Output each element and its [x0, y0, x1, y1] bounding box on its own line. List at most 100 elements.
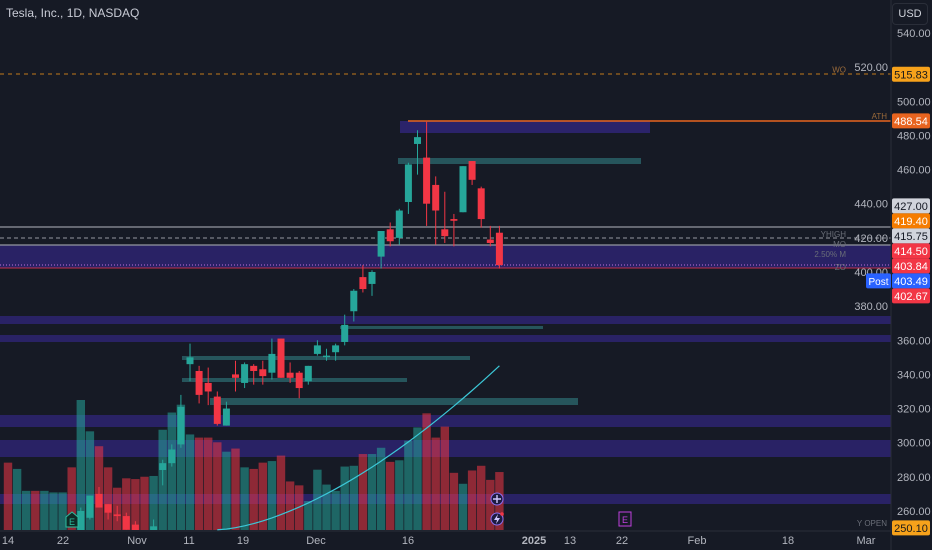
order-block-box — [398, 158, 641, 164]
candle-body — [177, 406, 185, 445]
price-badge-bg — [892, 520, 930, 536]
volume-bar — [76, 400, 85, 530]
upcoming-earnings-label: E — [622, 515, 628, 525]
candle — [286, 362, 294, 383]
price-badge-bg — [892, 243, 930, 259]
price-badge-value: 403.84 — [894, 261, 928, 273]
price-tick-label: 340.00 — [897, 369, 931, 381]
candle — [277, 338, 285, 378]
volume-bar — [204, 437, 213, 530]
upcoming-earnings-box — [618, 511, 632, 527]
price-badge-value: 427.00 — [894, 201, 928, 213]
volume-bar — [213, 442, 222, 530]
volume-bar — [85, 431, 95, 530]
price-badge-value: 488.54 — [894, 116, 928, 128]
candle — [495, 225, 503, 269]
price-tick-label: 460.00 — [897, 165, 931, 177]
level-label: 2.50% M — [814, 250, 846, 259]
time-tick-label: Feb — [688, 535, 707, 547]
candle-body — [459, 166, 467, 213]
candle — [432, 176, 440, 245]
volume-bar — [103, 467, 113, 530]
lightning-glyph — [494, 514, 500, 524]
price-tick-label: 520.00 — [854, 62, 888, 74]
candle — [213, 391, 221, 426]
candle — [131, 521, 139, 530]
candle — [414, 130, 421, 175]
candle — [86, 495, 94, 520]
candle — [159, 459, 167, 486]
currency-button[interactable]: USD — [892, 3, 928, 25]
candle-body — [168, 449, 176, 464]
post-market-badge — [866, 273, 891, 289]
candle — [350, 289, 358, 322]
candle — [341, 314, 349, 346]
level-label: ATH — [872, 112, 888, 121]
price-badge-bg — [892, 213, 930, 229]
candle-body — [268, 353, 276, 373]
price-tick-label: 260.00 — [897, 506, 931, 518]
candle-body — [204, 382, 212, 392]
time-tick-label: 22 — [616, 535, 628, 547]
volume-bar — [122, 478, 131, 530]
candle-body — [404, 164, 412, 202]
upcoming-earnings-marker[interactable]: E — [618, 511, 632, 527]
level-label: Y OPEN — [857, 519, 887, 528]
volume-bar — [304, 501, 313, 530]
lightning-icon[interactable] — [490, 512, 504, 526]
time-tick-label: 2025 — [522, 535, 546, 547]
volume-bar — [313, 469, 322, 530]
price-tick-label: 360.00 — [897, 335, 931, 347]
earnings-marker[interactable]: E — [65, 511, 79, 528]
price-tick-label: 420.00 — [854, 233, 888, 245]
price-badge: 515.83 — [892, 66, 930, 82]
price-badge: 419.40 — [892, 213, 930, 229]
candle — [468, 161, 476, 185]
candle — [386, 222, 394, 247]
candle-body — [495, 232, 503, 266]
volume-bar — [176, 404, 186, 530]
time-tick-label: Dec — [306, 535, 326, 547]
price-tick-label: 440.00 — [854, 199, 888, 211]
volume-bar — [386, 461, 395, 530]
candle — [168, 444, 176, 467]
earnings-marker-label: E — [69, 517, 75, 527]
candle — [186, 343, 194, 382]
candle — [313, 340, 321, 356]
volume-bar — [40, 490, 49, 530]
candle-body — [313, 345, 321, 354]
candle — [150, 519, 158, 530]
price-badge: 403.84 — [892, 258, 930, 274]
candle-body — [241, 364, 249, 383]
candle-body — [232, 374, 239, 378]
price-badge-value: 515.83 — [894, 69, 928, 81]
price-badge-value: 402.67 — [894, 291, 928, 303]
candle-body — [113, 514, 121, 517]
plus-circle-icon[interactable] — [490, 492, 504, 506]
candle-body — [77, 510, 85, 530]
price-tick-label: 380.00 — [854, 301, 888, 313]
candle-body — [104, 504, 112, 513]
price-badge-bg — [892, 66, 930, 82]
candle-body — [150, 526, 158, 530]
time-tick-label: 18 — [782, 535, 794, 547]
price-badge-bg — [892, 198, 930, 214]
volume-bar — [22, 490, 31, 530]
volume-bar — [440, 426, 449, 530]
volume-bar — [12, 468, 22, 530]
volume-bar — [395, 460, 404, 530]
order-block-box — [340, 326, 543, 329]
candle-body — [332, 345, 340, 353]
support-resistance-zone — [0, 316, 891, 324]
volume-bar — [404, 440, 413, 530]
candle-body — [95, 493, 103, 508]
price-tick-label: 320.00 — [897, 404, 931, 416]
candle-body — [304, 365, 312, 382]
candle — [459, 166, 467, 213]
candle — [441, 191, 449, 243]
candle — [195, 365, 203, 404]
volume-bar — [285, 481, 295, 530]
level-label: ZO — [835, 263, 846, 272]
candle-body — [341, 324, 349, 342]
